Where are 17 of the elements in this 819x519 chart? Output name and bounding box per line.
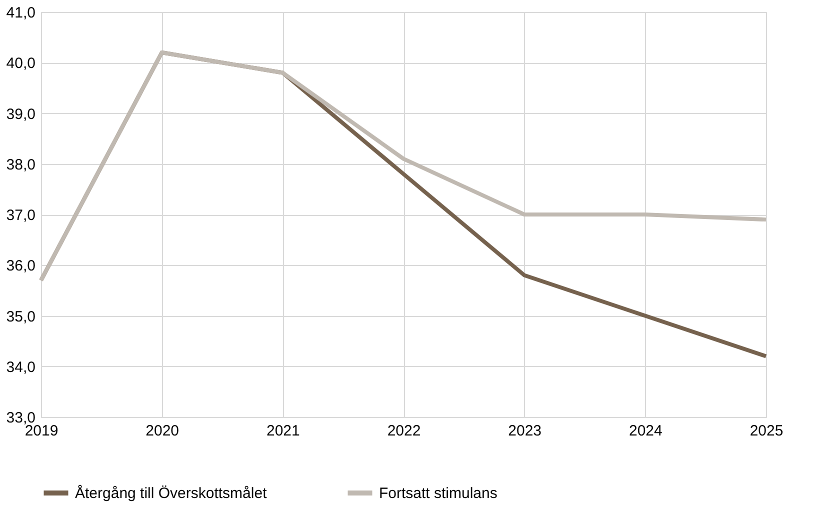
- x-tick-label: 2023: [508, 422, 542, 440]
- legend-label: Återgång till Överskottsmålet: [75, 484, 268, 502]
- x-tick-label: 2020: [146, 422, 180, 440]
- line-series: [39, 50, 768, 282]
- y-tick-label: 37,0: [6, 207, 36, 224]
- legend-label: Fortsatt stimulans: [379, 485, 498, 502]
- y-tick-label: 39,0: [6, 106, 36, 123]
- x-tick-label: 2022: [387, 422, 421, 440]
- x-tick-label: 2021: [266, 422, 300, 440]
- y-tick-label: 36,0: [6, 258, 36, 275]
- y-tick-label: 41,0: [6, 4, 36, 22]
- x-tick-label: 2025: [750, 422, 784, 440]
- y-tick-label: 34,0: [6, 358, 36, 376]
- y-tick-label: 38,0: [6, 156, 36, 174]
- y-tick-label: 35,0: [6, 308, 36, 326]
- y-tick-label: 40,0: [6, 55, 36, 72]
- x-tick-label: 2024: [628, 422, 662, 440]
